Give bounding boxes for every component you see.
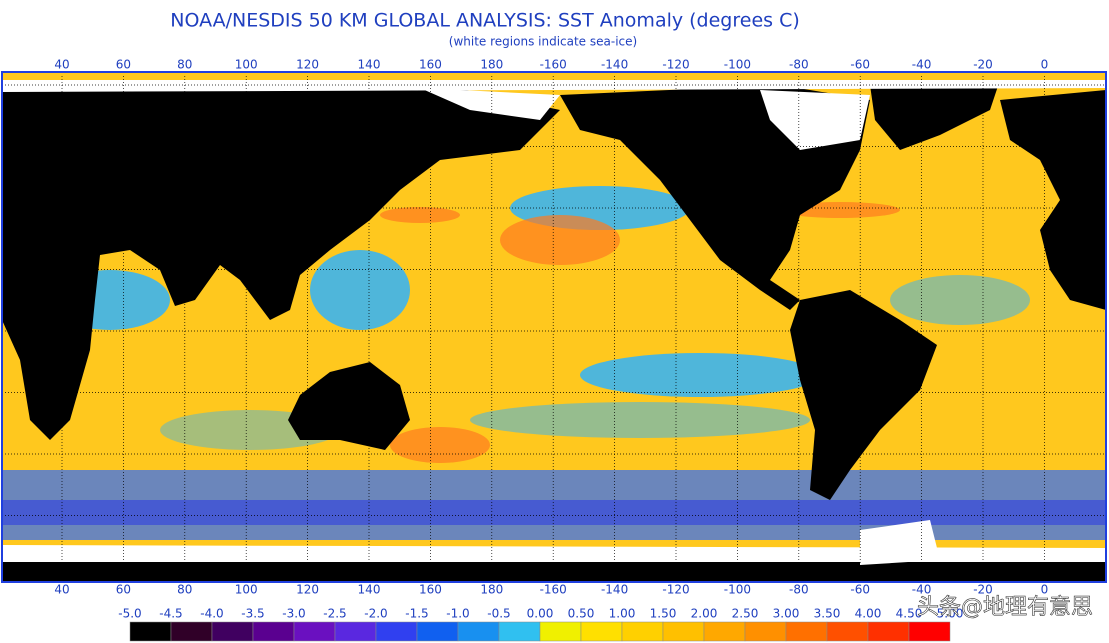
lon-label-bottom: -80 bbox=[789, 583, 809, 597]
colorbar-label: 1.00 bbox=[609, 607, 636, 621]
colorbar-swatch bbox=[416, 621, 459, 642]
lon-label-top: -40 bbox=[912, 58, 932, 72]
colorbar-swatch bbox=[375, 621, 418, 642]
lon-label-bottom: 180 bbox=[480, 583, 503, 597]
sea-ice bbox=[2, 80, 1106, 565]
lon-label-bottom: -120 bbox=[662, 583, 689, 597]
colorbar-swatch bbox=[498, 621, 541, 642]
colorbar-swatch bbox=[621, 621, 664, 642]
south-america bbox=[790, 290, 937, 500]
colorbar-label: 1.50 bbox=[650, 607, 677, 621]
colorbar-swatch bbox=[539, 621, 582, 642]
colorbar-label: -3.5 bbox=[241, 607, 264, 621]
colorbar-label: -2.5 bbox=[323, 607, 346, 621]
colorbar-swatch bbox=[129, 621, 172, 642]
lon-label-top: -80 bbox=[789, 58, 809, 72]
lon-label-bottom: -100 bbox=[724, 583, 751, 597]
map bbox=[1, 71, 1107, 583]
colorbar-swatch bbox=[867, 621, 910, 642]
colorbar-label: 4.50 bbox=[896, 607, 923, 621]
lon-label-top: 80 bbox=[177, 58, 192, 72]
lon-label-bottom: -40 bbox=[912, 583, 932, 597]
eurasia-africa bbox=[2, 80, 560, 440]
lon-label-top: 0 bbox=[1041, 58, 1049, 72]
greenland bbox=[870, 80, 1000, 150]
title: NOAA/NESDIS 50 KM GLOBAL ANALYSIS: SST A… bbox=[170, 10, 800, 32]
colorbar-swatch bbox=[580, 621, 623, 642]
colorbar-swatch bbox=[457, 621, 500, 642]
europe-west-africa bbox=[1000, 90, 1106, 310]
colorbar-label: 2.50 bbox=[732, 607, 759, 621]
colorbar-label: 0.00 bbox=[527, 607, 554, 621]
lon-label-bottom: 160 bbox=[419, 583, 442, 597]
lon-label-top: 140 bbox=[358, 58, 381, 72]
lon-label-top: 120 bbox=[296, 58, 319, 72]
lon-label-bottom: 0 bbox=[1041, 583, 1049, 597]
colorbar-swatch bbox=[293, 621, 336, 642]
colorbar: -5.0 -4.5 -4.0 -3.5 -3.0 -2.5 -2.0 -1.5 -1.0 -0.5… bbox=[118, 607, 963, 642]
colorbar-swatch bbox=[662, 621, 705, 642]
colorbar-label: -4.5 bbox=[159, 607, 182, 621]
graticule bbox=[2, 76, 1106, 580]
lon-label-top: 100 bbox=[235, 58, 258, 72]
lon-label-top: 60 bbox=[116, 58, 131, 72]
lon-label-bottom: 140 bbox=[358, 583, 381, 597]
colorbar-label: -1.0 bbox=[446, 607, 469, 621]
lon-label-bottom: 60 bbox=[116, 583, 131, 597]
lon-label-bottom: -20 bbox=[973, 583, 993, 597]
lon-label-top: -20 bbox=[973, 58, 993, 72]
map-frame bbox=[1, 71, 1107, 583]
lon-label-top: 180 bbox=[480, 58, 503, 72]
colorbar-label: 5.00 bbox=[937, 607, 964, 621]
lon-label-bottom: -60 bbox=[850, 583, 870, 597]
longitude-labels: 40 40 60 60 80 80 100 100 120 120 140 140 160 160 180 1… bbox=[54, 58, 1048, 597]
lon-label-top: -120 bbox=[662, 58, 689, 72]
colorbar-swatch bbox=[785, 621, 828, 642]
australia bbox=[288, 362, 410, 450]
colorbar-swatch bbox=[252, 621, 295, 642]
colorbar-label: -4.0 bbox=[200, 607, 223, 621]
colorbar-swatch bbox=[211, 621, 254, 642]
lon-label-top: -140 bbox=[601, 58, 628, 72]
lon-label-bottom: -160 bbox=[540, 583, 567, 597]
watermark: 头条@地理有意思 bbox=[917, 595, 1093, 620]
colorbar-label: 3.00 bbox=[773, 607, 800, 621]
subtitle: (white regions indicate sea-ice) bbox=[449, 35, 637, 49]
lon-label-bottom: 80 bbox=[177, 583, 192, 597]
colorbar-label: 2.00 bbox=[691, 607, 718, 621]
colorbar-label: -5.0 bbox=[118, 607, 141, 621]
colorbar-swatch bbox=[744, 621, 787, 642]
warm-anomaly-areas bbox=[380, 202, 900, 463]
colorbar-label: 3.50 bbox=[814, 607, 841, 621]
lon-label-top: -100 bbox=[724, 58, 751, 72]
lon-label-bottom: 120 bbox=[296, 583, 319, 597]
lon-label-bottom: 40 bbox=[54, 583, 69, 597]
colorbar-swatch bbox=[170, 621, 213, 642]
colorbar-swatch bbox=[334, 621, 377, 642]
colorbar-label: -0.5 bbox=[487, 607, 510, 621]
colorbar-label: -3.0 bbox=[282, 607, 305, 621]
colorbar-label: -1.5 bbox=[405, 607, 428, 621]
colorbar-label: 0.50 bbox=[568, 607, 595, 621]
colorbar-label: 4.00 bbox=[855, 607, 882, 621]
southern-ocean-band bbox=[2, 500, 1106, 525]
lon-label-top: -160 bbox=[540, 58, 567, 72]
antarctica bbox=[2, 560, 1106, 582]
lon-label-bottom: -140 bbox=[601, 583, 628, 597]
colorbar-label: -2.0 bbox=[364, 607, 387, 621]
colorbar-swatch bbox=[703, 621, 746, 642]
lon-label-top: 40 bbox=[54, 58, 69, 72]
colorbar-swatch bbox=[826, 621, 869, 642]
lon-label-top: -60 bbox=[850, 58, 870, 72]
colorbar-swatch bbox=[908, 621, 951, 642]
lon-label-top: 160 bbox=[419, 58, 442, 72]
lon-label-bottom: 100 bbox=[235, 583, 258, 597]
